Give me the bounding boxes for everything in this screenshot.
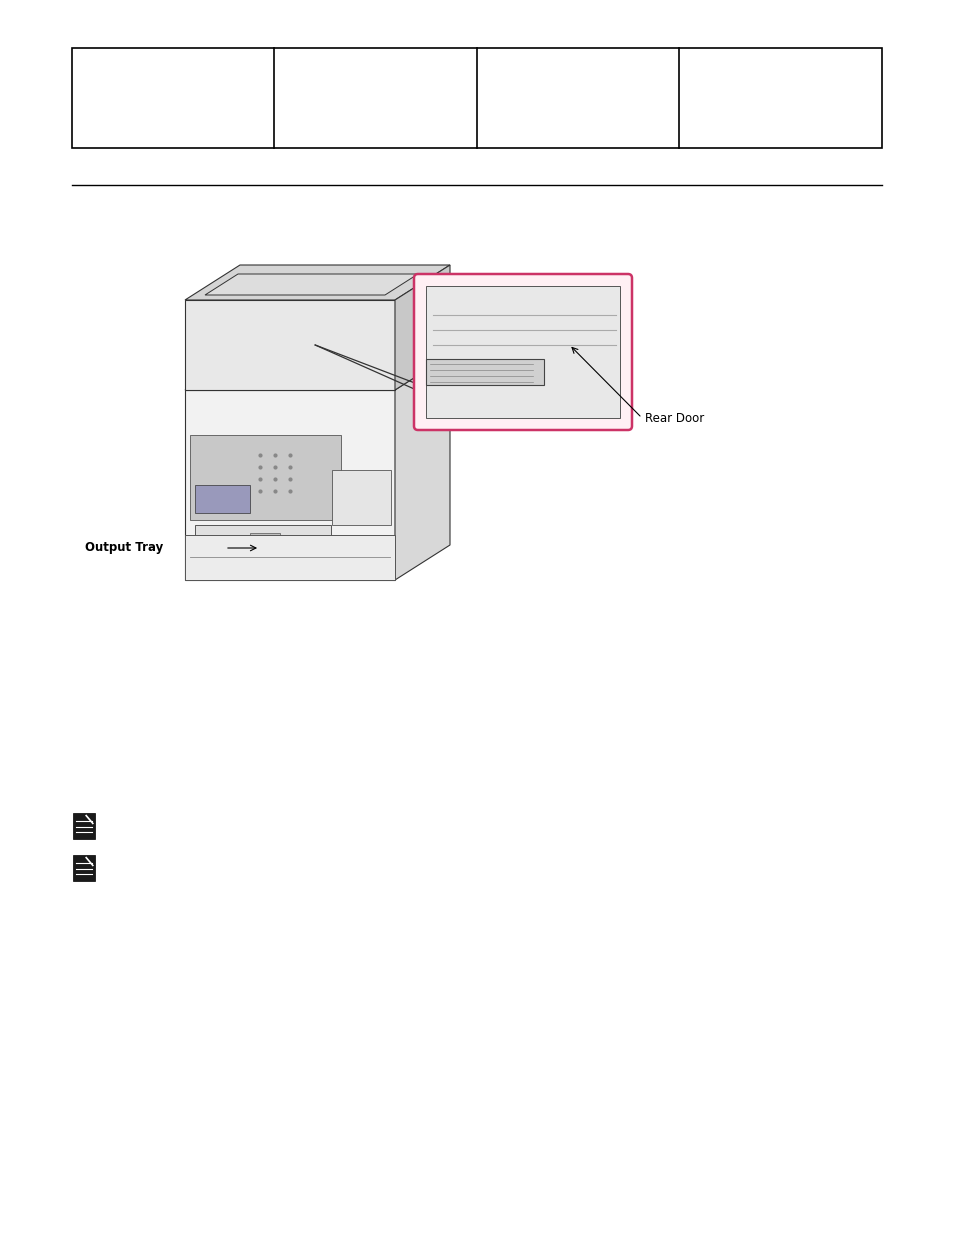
- Bar: [194, 525, 331, 553]
- Polygon shape: [426, 359, 543, 384]
- Bar: [194, 485, 250, 513]
- FancyBboxPatch shape: [414, 274, 631, 430]
- Polygon shape: [205, 274, 417, 295]
- Bar: [190, 435, 341, 520]
- Polygon shape: [185, 300, 395, 390]
- Polygon shape: [395, 354, 450, 580]
- Bar: [73, 855, 95, 881]
- Polygon shape: [185, 266, 450, 300]
- Bar: [71, 48, 882, 148]
- Text: Output Tray: Output Tray: [85, 541, 163, 555]
- Polygon shape: [185, 390, 395, 580]
- Bar: [250, 534, 279, 543]
- Polygon shape: [395, 266, 450, 390]
- Bar: [426, 287, 619, 417]
- Bar: [185, 535, 395, 580]
- Polygon shape: [185, 354, 450, 390]
- Text: Rear Door: Rear Door: [644, 411, 703, 425]
- Bar: [73, 813, 95, 839]
- Bar: [332, 471, 391, 525]
